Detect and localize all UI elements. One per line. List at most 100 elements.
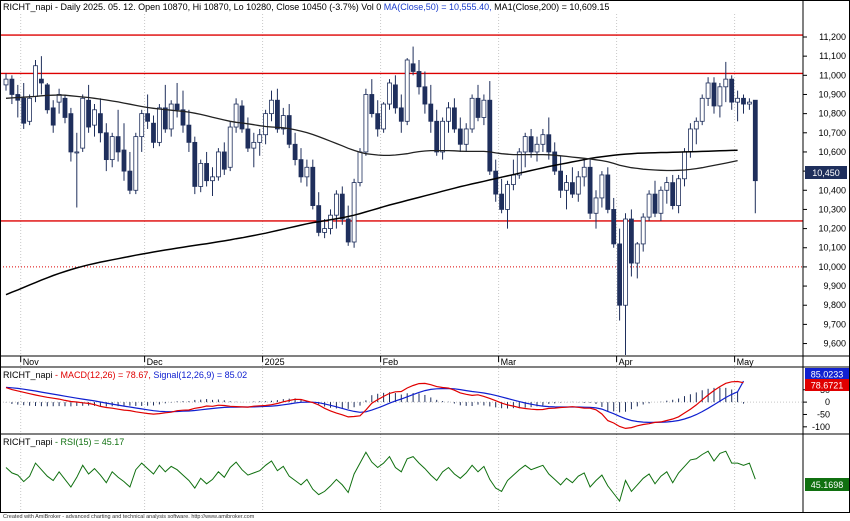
candle-body (440, 120, 446, 153)
candle (558, 155, 563, 198)
candle-body (333, 193, 339, 216)
candle-body (210, 176, 215, 182)
candle-body (640, 216, 646, 245)
candle (304, 159, 310, 187)
candle-body (180, 109, 186, 126)
candle-body (652, 193, 658, 214)
candle (98, 98, 103, 143)
price-symbol: RICHT_napi (3, 2, 53, 12)
candle (499, 178, 505, 214)
candle-body (552, 151, 558, 172)
candle (162, 84, 168, 133)
price-y-tick-label: 10,800 (818, 109, 846, 119)
candle (92, 104, 97, 137)
candle (682, 148, 687, 187)
candle (475, 84, 481, 122)
price-y-tick-label: 11,100 (819, 51, 846, 61)
candle-body (162, 107, 168, 130)
candle (62, 94, 68, 124)
candle-body (292, 143, 298, 161)
candle-body (676, 178, 681, 206)
candle (3, 73, 9, 91)
candle-body (534, 143, 540, 153)
candle-body (127, 170, 133, 191)
price-y-tick-label: 10,900 (818, 89, 846, 99)
ma50-line (5, 94, 738, 172)
rsi-title: RICHT_napi - RSI(15) = 45.17 (3, 437, 124, 447)
candle (469, 94, 475, 133)
candle-body (198, 163, 204, 187)
candle-body (546, 134, 552, 153)
candle-body (145, 113, 151, 122)
candle (139, 109, 145, 152)
macd-y-tick-label: -50 (817, 409, 830, 419)
macd-pane: 500-50-100 RICHT_napi - MACD(12,26) = 78… (0, 368, 849, 432)
candle-body (446, 107, 451, 122)
candle (575, 171, 581, 202)
candle-body (392, 84, 398, 109)
candle (540, 128, 546, 152)
price-y-axis: 11,200 11,100 11,000 10,900 10,800 10,700 10,6… (803, 32, 846, 349)
candle-body (221, 151, 227, 170)
candle (322, 219, 328, 239)
candle-body (623, 218, 628, 306)
macd-badge-bg (805, 379, 849, 391)
candle-body (86, 99, 91, 128)
candle-body (605, 174, 611, 210)
month-label: Mar (501, 357, 517, 367)
rsi-badge-bg (805, 478, 849, 491)
candle (422, 71, 428, 114)
price-y-tick-label: 11,000 (819, 70, 846, 80)
candle (245, 117, 251, 152)
candle (316, 192, 322, 237)
signal-line (5, 380, 745, 423)
month-label: Feb (383, 357, 399, 367)
candle-body (451, 107, 457, 130)
candle-body (351, 182, 357, 243)
price-x-axis: Nov Dec 2025 Feb Mar Apr May (20, 356, 754, 367)
candle-body (570, 182, 575, 195)
price-y-tick-label: 9,900 (823, 281, 846, 291)
candle (103, 123, 109, 172)
candle (428, 84, 434, 133)
candle (457, 117, 463, 152)
candle-body (416, 71, 422, 88)
candle-body (269, 99, 274, 115)
candle-body (735, 97, 740, 103)
candle-body (398, 107, 404, 122)
macd-legend: - MACD(12,26) = 78.67, (53, 370, 151, 380)
candle-body (599, 174, 605, 199)
candle (44, 82, 50, 114)
candle (27, 94, 33, 126)
candle (210, 167, 215, 197)
candle-body (747, 101, 752, 105)
candle-body (646, 193, 652, 218)
candle (699, 94, 705, 126)
candle (68, 107, 74, 162)
rsi-line (5, 450, 756, 503)
candle-body (304, 166, 310, 178)
price-badge-bg (805, 166, 847, 179)
candle-body (558, 170, 563, 191)
candle (434, 109, 440, 156)
candle (15, 84, 21, 118)
candle (693, 117, 699, 145)
candle (168, 100, 174, 137)
candle (328, 209, 333, 235)
candle-body (328, 214, 333, 229)
candle (381, 102, 387, 133)
candle-body (215, 151, 221, 178)
candle (274, 88, 280, 133)
candle-body (251, 141, 257, 149)
candle-body (33, 65, 38, 97)
candle-body (487, 99, 493, 172)
candle (86, 84, 91, 133)
candle (251, 132, 257, 168)
candle-body (634, 243, 640, 264)
candle (192, 136, 198, 195)
candle (151, 115, 156, 149)
candle (552, 142, 558, 175)
ma200-line (5, 149, 738, 296)
candle-body (629, 218, 634, 264)
